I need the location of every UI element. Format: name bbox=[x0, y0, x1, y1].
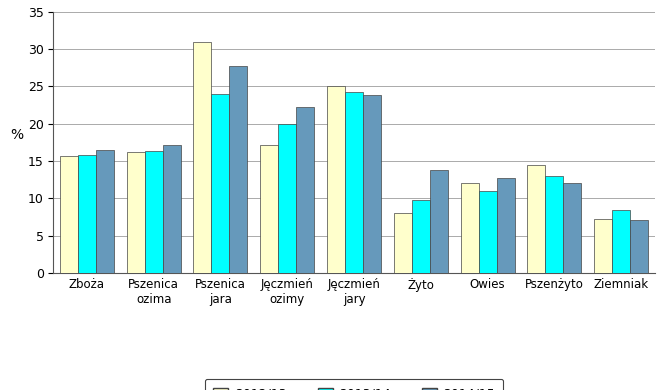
Bar bbox=[631, 220, 648, 273]
Bar bbox=[345, 92, 363, 273]
Bar bbox=[430, 170, 448, 273]
Bar bbox=[261, 145, 278, 273]
Bar bbox=[394, 213, 411, 273]
Y-axis label: %: % bbox=[10, 128, 23, 142]
Bar bbox=[77, 155, 96, 273]
Bar bbox=[564, 183, 581, 273]
Bar bbox=[595, 219, 612, 273]
Bar bbox=[461, 183, 478, 273]
Bar bbox=[497, 178, 514, 273]
Bar bbox=[612, 209, 630, 273]
Legend: 2012/13, 2013/14, 2014/15: 2012/13, 2013/14, 2014/15 bbox=[204, 379, 504, 390]
Bar bbox=[411, 200, 430, 273]
Bar bbox=[127, 152, 145, 273]
Bar bbox=[211, 94, 230, 273]
Bar bbox=[297, 107, 315, 273]
Bar bbox=[194, 42, 211, 273]
Bar bbox=[163, 145, 180, 273]
Bar bbox=[96, 150, 114, 273]
Bar bbox=[278, 124, 297, 273]
Bar bbox=[327, 86, 345, 273]
Bar bbox=[145, 151, 163, 273]
Bar bbox=[528, 165, 546, 273]
Bar bbox=[60, 156, 77, 273]
Bar bbox=[478, 191, 496, 273]
Bar bbox=[230, 66, 247, 273]
Bar bbox=[363, 95, 381, 273]
Bar bbox=[546, 176, 564, 273]
